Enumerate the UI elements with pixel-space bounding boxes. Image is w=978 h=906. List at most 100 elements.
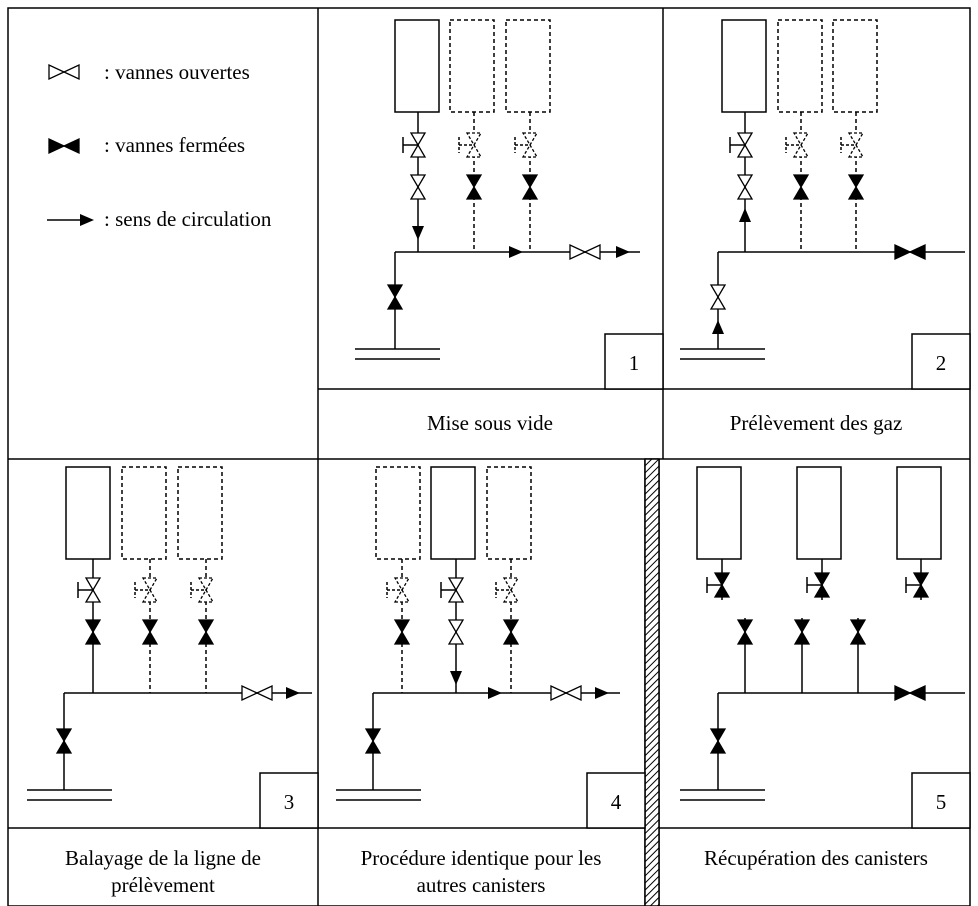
canister-valve-dashed-icon: [393, 577, 411, 592]
closed-valve-icon: [141, 630, 159, 645]
closed-valve-icon: [908, 243, 926, 261]
panel-1-vacuum: [355, 19, 640, 360]
closed-valve-icon: [465, 185, 483, 200]
canister-valve-icon: [447, 588, 465, 603]
closed-valve-icon: [197, 619, 215, 634]
canister: [696, 466, 742, 560]
caption-5: Récupération des canisters: [704, 846, 928, 870]
closed-valve-icon: [386, 284, 404, 299]
flow-arrow-icon: [80, 214, 94, 226]
canister-valve-dashed-icon: [465, 143, 483, 158]
closed-valve-icon: [521, 185, 539, 200]
canister-placeholder: [177, 466, 223, 560]
open-valve-icon: [569, 243, 587, 261]
caption-1: Mise sous vide: [427, 411, 553, 435]
canister-valve-icon: [84, 577, 102, 592]
closed-valve-icon: [84, 619, 102, 634]
closed-valve-icon: [141, 619, 159, 634]
flow-arrow-icon: [412, 226, 424, 240]
closed-valve-icon: [48, 137, 66, 155]
closed-valve-icon: [55, 739, 73, 754]
open-valve-icon: [709, 284, 727, 299]
canister-valve-dashed-icon: [502, 577, 520, 592]
closed-valve-icon: [709, 728, 727, 743]
closed-valve-icon: [847, 174, 865, 189]
canister-valve-dashed-icon: [502, 588, 520, 603]
caption-2: Prélèvement des gaz: [730, 411, 903, 435]
open-valve-icon: [409, 174, 427, 189]
closed-valve-icon: [521, 174, 539, 189]
legend: : vannes ouvertes : vannes fermées : sen…: [47, 60, 272, 231]
open-valve-icon: [709, 295, 727, 310]
panel-number-3: 3: [284, 790, 295, 814]
closed-valve-icon: [197, 630, 215, 645]
flow-arrow-icon: [47, 214, 94, 226]
closed-valve-icon: [84, 630, 102, 645]
canister-placeholder: [375, 466, 421, 560]
canister: [796, 466, 842, 560]
open-valve-icon: [62, 63, 80, 81]
canister-valve-dashed-icon: [792, 132, 810, 147]
flow-arrow-icon: [712, 320, 724, 334]
open-valve-icon: [736, 185, 754, 200]
canister-placeholder: [777, 19, 823, 113]
panel-3-line-purge: [27, 466, 312, 801]
caption-4-line2: autres canisters: [417, 873, 546, 897]
flow-arrow-icon: [450, 671, 462, 685]
open-valve-icon: [447, 619, 465, 634]
legend-flow-label: : sens de circulation: [104, 207, 272, 231]
flow-arrow-icon: [509, 246, 523, 258]
panel-4-other-canisters: [336, 466, 620, 801]
closed-valve-icon: [849, 630, 867, 645]
canister-valve-icon: [409, 132, 427, 147]
canister-valve-icon: [813, 572, 831, 587]
closed-valve-icon: [364, 728, 382, 743]
canister-valve-dashed-icon: [465, 132, 483, 147]
canister-valve-icon: [447, 577, 465, 592]
open-valve-icon: [48, 63, 66, 81]
closed-valve-icon: [792, 185, 810, 200]
panel-5-canister-recovery: [680, 466, 965, 801]
canister-valve-dashed-icon: [393, 588, 411, 603]
flow-arrow-icon: [595, 687, 609, 699]
closed-valve-icon: [393, 630, 411, 645]
canister-valve-icon: [912, 583, 930, 598]
open-valve-icon: [48, 63, 80, 81]
canister-valve-dashed-icon: [847, 143, 865, 158]
canister-valve-dashed-icon: [141, 577, 159, 592]
closed-valve-icon: [847, 185, 865, 200]
flow-arrow-icon: [616, 246, 630, 258]
canister-placeholder: [832, 19, 878, 113]
canister-valve-dashed-icon: [521, 143, 539, 158]
closed-valve-icon: [894, 684, 912, 702]
canister-valve-icon: [736, 143, 754, 158]
closed-valve-icon: [908, 684, 926, 702]
closed-valve-icon: [736, 630, 754, 645]
canister-valve-icon: [84, 588, 102, 603]
hatched-separator: [644, 458, 660, 906]
canister-valve-dashed-icon: [197, 577, 215, 592]
flow-arrow-icon: [286, 687, 300, 699]
closed-valve-icon: [502, 630, 520, 645]
panel-number-box-1: 1: [604, 333, 664, 390]
closed-valve-icon: [502, 619, 520, 634]
canister-valve-icon: [713, 572, 731, 587]
open-valve-icon: [255, 684, 273, 702]
closed-valve-icon: [364, 739, 382, 754]
canister-valve-dashed-icon: [847, 132, 865, 147]
canister-valve-icon: [409, 143, 427, 158]
canister: [896, 466, 942, 560]
panel-number-4: 4: [611, 790, 622, 814]
canister-placeholder: [121, 466, 167, 560]
open-valve-icon: [409, 185, 427, 200]
canister-valve-dashed-icon: [792, 143, 810, 158]
open-valve-icon: [736, 174, 754, 189]
closed-valve-icon: [793, 630, 811, 645]
open-valve-icon: [550, 684, 568, 702]
caption-3-line2: prélèvement: [111, 873, 215, 897]
closed-valve-icon: [386, 295, 404, 310]
closed-valve-icon: [792, 174, 810, 189]
closed-valve-icon: [793, 619, 811, 634]
flow-arrow-icon: [488, 687, 502, 699]
